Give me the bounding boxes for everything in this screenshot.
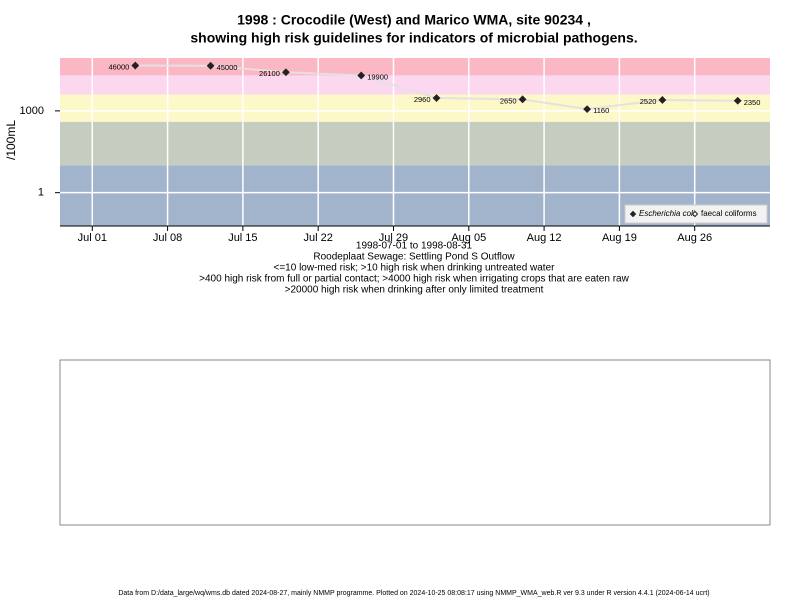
chart-title: 1998 : Crocodile (West) and Marico WMA, … <box>237 12 591 28</box>
empty-panel <box>59 359 771 526</box>
data-label: 2650 <box>500 96 517 105</box>
data-point <box>282 68 290 77</box>
x-tick-label: Aug 05 <box>451 232 486 244</box>
x-tick-label: Jul 22 <box>304 232 333 244</box>
x-tick-label: Jul 01 <box>78 232 107 244</box>
x-tick-label: Aug 26 <box>677 232 712 244</box>
data-point <box>658 96 667 104</box>
data-point <box>583 105 592 114</box>
footer: Data from D:/data_large/wq/wms.db dated … <box>118 590 709 597</box>
data-label: 46000 <box>108 63 129 72</box>
data-label: 1160 <box>593 106 609 115</box>
x-tick-label: Jul 29 <box>379 232 408 244</box>
x-axis-label: Roodeplaat Sewage: Settling Pond S Outfl… <box>313 252 515 263</box>
x-tick-label: Jul 08 <box>153 232 182 244</box>
risk-band <box>60 121 770 166</box>
x-axis-label: >400 high risk from full or partial cont… <box>199 274 629 285</box>
x-axis-label: >20000 high risk when drinking after onl… <box>285 285 544 296</box>
data-point <box>432 94 441 102</box>
data-label: 2350 <box>744 98 761 107</box>
risk-band <box>60 94 770 122</box>
x-tick-label: Aug 12 <box>527 232 562 244</box>
data-label: 2520 <box>640 97 657 106</box>
data-label: 45000 <box>217 63 238 72</box>
legend-marker <box>629 210 637 218</box>
risk-band <box>60 75 770 95</box>
y-tick-label: 1000 <box>20 105 44 117</box>
data-point <box>206 61 215 70</box>
data-point <box>357 71 366 80</box>
data-label: 26100 <box>259 69 280 78</box>
x-axis-label: <=10 low-med risk; >10 high risk when dr… <box>274 263 556 274</box>
data-point <box>518 95 527 104</box>
x-tick-label: Aug 19 <box>602 232 637 244</box>
y-tick-label: 1 <box>38 187 44 199</box>
data-point <box>733 96 742 105</box>
legend-label: Escherichia coli <box>639 209 695 218</box>
legend-label: faecal coliforms <box>701 209 757 218</box>
legend-marker <box>691 210 699 218</box>
x-tick-label: Jul 15 <box>228 232 257 244</box>
x-axis-label: 1998-07-01 to 1998-08-31 <box>356 241 473 252</box>
data-label: 2960 <box>414 95 431 104</box>
risk-band <box>60 58 770 76</box>
chart-subtitle: showing high risk guidelines for indicat… <box>190 30 637 46</box>
data-label: 19900 <box>367 72 388 81</box>
y-axis-label: /100mL <box>4 120 18 160</box>
data-point <box>131 61 140 70</box>
